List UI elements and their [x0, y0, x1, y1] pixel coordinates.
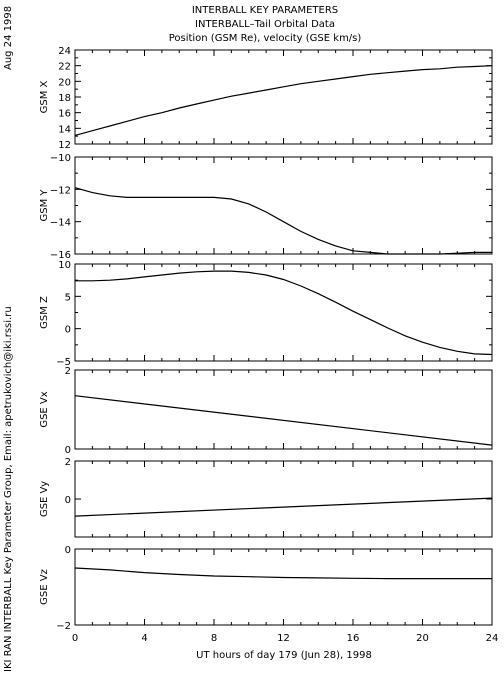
- figure-header: INTERBALL KEY PARAMETERS INTERBALL–Tail …: [169, 5, 362, 44]
- y-tick-label: −5: [56, 357, 71, 368]
- panel-gsm-x: 12 14 16 18 20 22 24 GSM X: [39, 46, 493, 151]
- y-tick-label: −2: [56, 621, 71, 632]
- y-tick-label: −14: [50, 218, 71, 229]
- panel-frame: [74, 460, 493, 538]
- y-tick-label: 0: [65, 495, 71, 506]
- y-tick-label: 5: [65, 292, 71, 303]
- x-tick-label: 24: [486, 633, 499, 644]
- y-axis-label: GSM X: [39, 80, 50, 113]
- y-axis-label: GSE Vx: [39, 391, 50, 427]
- y-tick-label: −10: [50, 153, 71, 164]
- date-stamp: Aug 24 1998: [3, 6, 14, 70]
- y-axis-label: GSE Vz: [39, 569, 50, 605]
- series-line-gse-vy: [74, 497, 493, 517]
- y-axis-label: GSE Vy: [39, 481, 50, 517]
- x-tick-label: 0: [72, 633, 78, 644]
- x-tick-label: 8: [211, 633, 217, 644]
- y-tick-label: 0: [65, 325, 71, 336]
- y-tick-label: 18: [58, 93, 71, 104]
- y-tick-label: 0: [65, 445, 71, 456]
- figure-title: INTERBALL KEY PARAMETERS: [192, 5, 338, 16]
- series-line-gsm-y: [74, 187, 492, 255]
- x-axis-label: UT hours of day 179 (Jun 28), 1998: [196, 650, 372, 661]
- panel-gse-vz: −2 0 GSE Vz: [39, 545, 493, 632]
- panel-gse-vy: 0 2 GSE Vy: [39, 457, 493, 538]
- credit-line: IKI RAN INTERBALL Key Parameter Group, E…: [3, 306, 14, 672]
- y-tick-label: 20: [58, 77, 71, 88]
- series-line-gsm-z: [75, 270, 493, 356]
- y-tick-label: 0: [65, 545, 71, 556]
- figure-subtitle: INTERBALL–Tail Orbital Data: [195, 19, 335, 30]
- x-tick-label: 16: [347, 633, 360, 644]
- y-tick-label: 2: [65, 457, 71, 468]
- y-tick-label: −16: [50, 250, 71, 261]
- y-tick-label: 16: [58, 109, 71, 120]
- series-line-gsm-x: [74, 65, 493, 136]
- panel-gsm-y: −16 −14 −12 −10 GSM Y: [39, 153, 493, 261]
- y-tick-label: 14: [58, 124, 71, 135]
- x-axis: 0 4 8 12 16 20 24: [72, 633, 499, 644]
- panel-frame: [74, 263, 493, 362]
- figure-units-line: Position (GSM Re), velocity (GSE km/s): [169, 33, 362, 44]
- x-tick-label: 20: [416, 633, 429, 644]
- series-line-gse-vz: [74, 567, 492, 580]
- y-tick-label: 12: [58, 140, 71, 151]
- series-line-gse-vx: [74, 395, 493, 446]
- y-tick-label: 22: [58, 62, 71, 73]
- y-tick-label: 10: [58, 260, 71, 271]
- panel-gse-vx: 0 2 GSE Vx: [39, 366, 493, 456]
- y-axis-label: GSM Z: [39, 296, 50, 329]
- y-tick-label: 24: [58, 46, 71, 57]
- panel-gsm-z: −5 0 5 10 GSM Z: [39, 260, 493, 368]
- panel-frame: [74, 49, 493, 145]
- y-axis-label: GSM Y: [39, 189, 50, 222]
- y-tick-label: −12: [50, 185, 71, 196]
- panel-frame: [74, 548, 493, 626]
- y-tick-label: 2: [65, 366, 71, 377]
- x-tick-label: 4: [141, 633, 147, 644]
- panel-frame: [74, 156, 493, 255]
- x-tick-label: 12: [277, 633, 290, 644]
